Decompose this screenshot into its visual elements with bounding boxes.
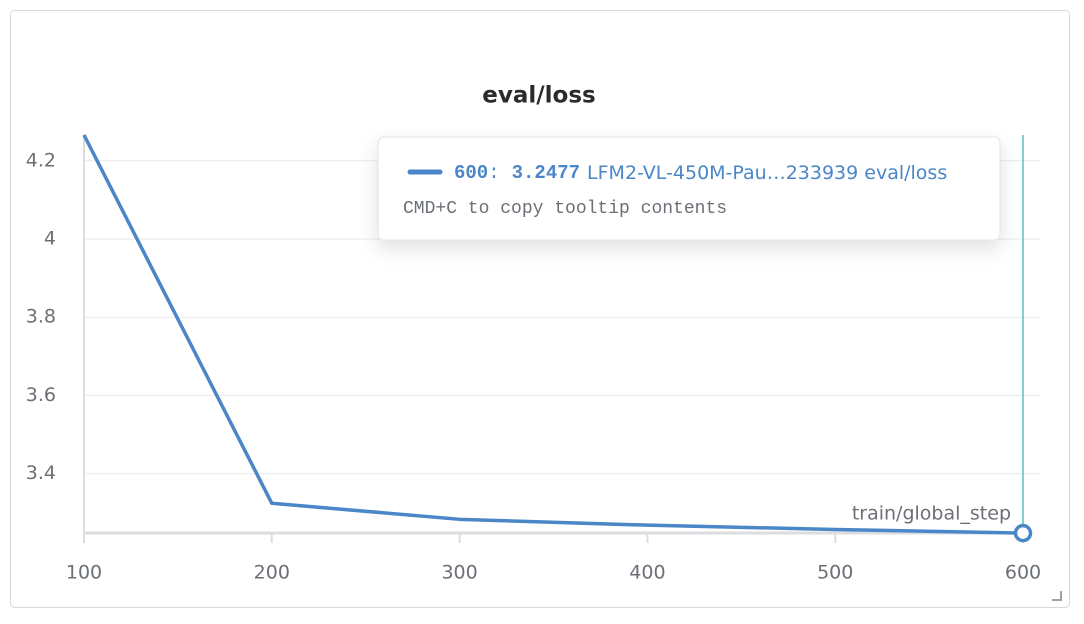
tooltip-row: 600: 3.2477 LFM2-VL-450M-Pau…233939 eval/l… — [454, 162, 947, 185]
tooltip-series: LFM2-VL-450M-Pau…233939 eval/loss — [587, 162, 947, 184]
hover-point — [1013, 523, 1033, 543]
tooltip-step: 600 — [454, 162, 488, 184]
x-tick-label: 600 — [1005, 562, 1041, 584]
series-line — [82, 134, 1024, 535]
chart-title: eval/loss — [482, 83, 595, 109]
tooltip-separator: : — [488, 162, 499, 184]
y-tick-label: 3.6 — [26, 384, 56, 406]
resize-handle[interactable] — [1052, 591, 1062, 601]
tooltip-value: 3.2477 — [512, 162, 580, 184]
tooltip-box — [377, 136, 1001, 241]
tooltip-hint: CMD+C to copy tooltip contents — [403, 199, 727, 219]
x-tick-label: 400 — [629, 562, 665, 584]
x-tick-label: 200 — [254, 562, 290, 584]
y-tick-label: 3.8 — [26, 306, 56, 328]
x-tick-label: 500 — [817, 562, 853, 584]
tooltip: 600: 3.2477 LFM2-VL-450M-Pau…233939 eval/l… — [377, 136, 1001, 241]
x-tick-label: 100 — [66, 562, 102, 584]
y-tick-label: 3.4 — [26, 462, 56, 484]
y-tick-label: 4.2 — [26, 149, 56, 171]
y-tick-label: 4 — [44, 227, 56, 249]
x-tick-label: 300 — [441, 562, 477, 584]
x-axis-label: train/global_step — [852, 503, 1011, 525]
